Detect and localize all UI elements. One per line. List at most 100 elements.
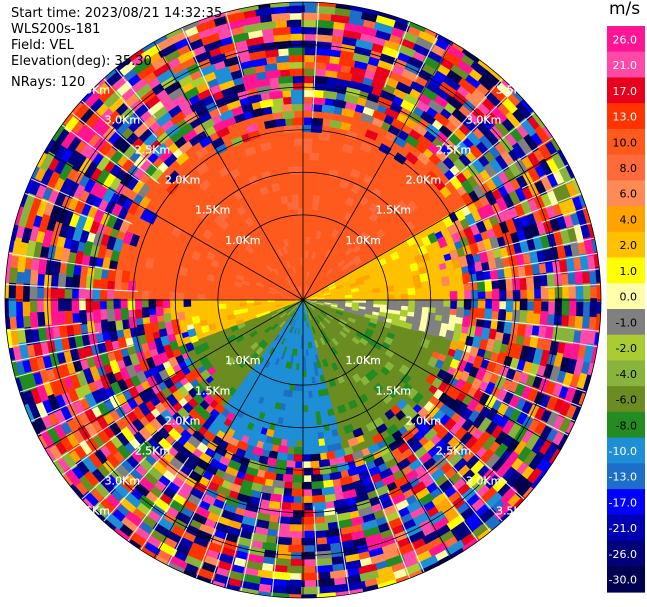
ray-gap <box>445 88 515 158</box>
colorbar-tick-label: -6.0 <box>616 394 637 407</box>
ray-gap <box>483 358 587 393</box>
ray-gap <box>521 164 569 189</box>
ray-gap <box>6 322 83 332</box>
ray-gap <box>529 335 598 348</box>
ray-gap <box>8 252 116 271</box>
range-ring-label: 1.0Km <box>345 354 380 367</box>
ray-gap <box>541 207 587 223</box>
colorbar-tick-label: -21.0 <box>609 522 637 535</box>
ray-gap <box>415 34 439 79</box>
range-ring-label: 3.0Km <box>466 113 501 126</box>
range-ring-label: 2.5Km <box>436 144 471 157</box>
ray-gap <box>11 341 106 363</box>
range-ring-label: 2.0Km <box>406 414 441 427</box>
ray-gap <box>387 489 425 573</box>
ray-gap <box>467 268 600 284</box>
ray-gap <box>15 344 134 378</box>
ray-gap <box>19 371 81 393</box>
colorbar-tick-label: 17.0 <box>613 85 638 98</box>
ray-gap <box>61 124 143 184</box>
ray-gap <box>195 499 227 579</box>
colorbar-bin <box>607 283 645 310</box>
colorbar-bin <box>607 437 645 464</box>
start-time-label: Start time: 2023/08/21 14:32:35 <box>11 6 223 21</box>
ray-gap <box>103 78 158 139</box>
colorbar-tick-label: 1.0 <box>620 265 638 278</box>
ray-gap <box>115 68 157 119</box>
colorbar-tick-label: -26.0 <box>609 548 637 561</box>
ray-gap <box>479 389 569 436</box>
ray-gap <box>91 456 147 512</box>
azimuth-spoke <box>302 150 562 301</box>
colorbar-tick-label: 4.0 <box>620 213 638 226</box>
colorbar-tick-label: -2.0 <box>616 342 637 355</box>
ray-gap <box>468 178 576 227</box>
ray-gap <box>225 527 243 588</box>
range-ring-label: 3.5Km <box>75 505 110 518</box>
azimuth-spoke <box>44 299 304 450</box>
azimuth-spoke <box>153 41 304 301</box>
ray-gap <box>364 460 411 579</box>
velocity-gates <box>11 19 570 598</box>
colorbar-bin <box>607 128 645 156</box>
ray-gap <box>167 474 215 566</box>
velocity-gates <box>8 5 601 595</box>
ray-gap <box>503 388 576 422</box>
ray-gap <box>435 419 525 500</box>
info-block: Start time: 2023/08/21 14:32:35 WLS200s-… <box>11 6 222 91</box>
ppi-plot: 1.0Km 1.0Km 1.0Km 1.0Km 1.5Km 1.5Km 1.5Km 1.5Km… <box>4 1 602 599</box>
ppi-data-layer <box>5 2 601 599</box>
azimuth-spoke <box>153 299 304 559</box>
ray-gap <box>402 436 479 542</box>
range-ring-label: 2.0Km <box>406 174 441 187</box>
range-ring-label: 1.0Km <box>225 354 260 367</box>
colorbar-tick-label: 21.0 <box>613 59 638 72</box>
ray-gap <box>52 408 135 463</box>
ray-gap <box>24 192 92 220</box>
range-ring-label: 1.5Km <box>376 384 411 397</box>
colorbar-bin <box>607 566 645 593</box>
ray-gap <box>225 12 244 78</box>
range-ring-label: 3.5Km <box>496 83 531 96</box>
azimuth-spoke <box>44 150 304 301</box>
ray-gap <box>30 397 84 422</box>
ray-gap <box>30 178 133 225</box>
ray-gap <box>81 100 159 171</box>
range-ring-label: 3.5Km <box>75 83 110 96</box>
colorbar-tick-label: -30.0 <box>609 574 637 587</box>
range-ring-label: 3.5Km <box>496 505 531 518</box>
ray-gap <box>486 369 582 408</box>
colorbar-bin <box>607 26 645 53</box>
ray-gap <box>476 222 591 254</box>
ray-gap <box>514 192 582 220</box>
range-ring-label: 3.0Km <box>105 113 140 126</box>
range-ring-label: 2.5Km <box>135 144 170 157</box>
colorbar-bin <box>607 154 645 181</box>
colorbar-tick-label: -4.0 <box>616 368 637 381</box>
azimuth-spoke <box>302 299 453 559</box>
colorbar-unit-label: m/s <box>609 0 641 19</box>
velocity-gates <box>29 8 600 589</box>
range-ring-label: 3.0Km <box>466 475 501 488</box>
ray-gap <box>81 423 167 500</box>
colorbar-bin <box>607 103 645 130</box>
colorbar-tick-label: 0.0 <box>620 291 638 304</box>
colorbar-bin <box>607 180 645 207</box>
ray-gap <box>444 112 535 186</box>
azimuth-spoke <box>302 41 453 301</box>
ray-gap <box>482 252 598 273</box>
ray-gap <box>37 385 135 436</box>
colorbar-tick-label: 6.0 <box>620 188 638 201</box>
field-label: Field: VEL <box>11 38 74 53</box>
colorbar-bin <box>607 489 645 516</box>
range-ring-label: 2.0Km <box>165 174 200 187</box>
colorbar-bin <box>607 463 645 490</box>
range-ring-label: 1.5Km <box>195 384 230 397</box>
range-ring-label: 1.0Km <box>345 234 380 247</box>
colorbar-tick-label: -17.0 <box>609 496 637 509</box>
colorbar-tick-label: 10.0 <box>613 136 638 149</box>
range-ring-label: 3.0Km <box>105 475 140 488</box>
ray-gap <box>271 494 284 597</box>
azimuth-spoke <box>302 299 562 450</box>
ray-gap <box>210 532 228 584</box>
